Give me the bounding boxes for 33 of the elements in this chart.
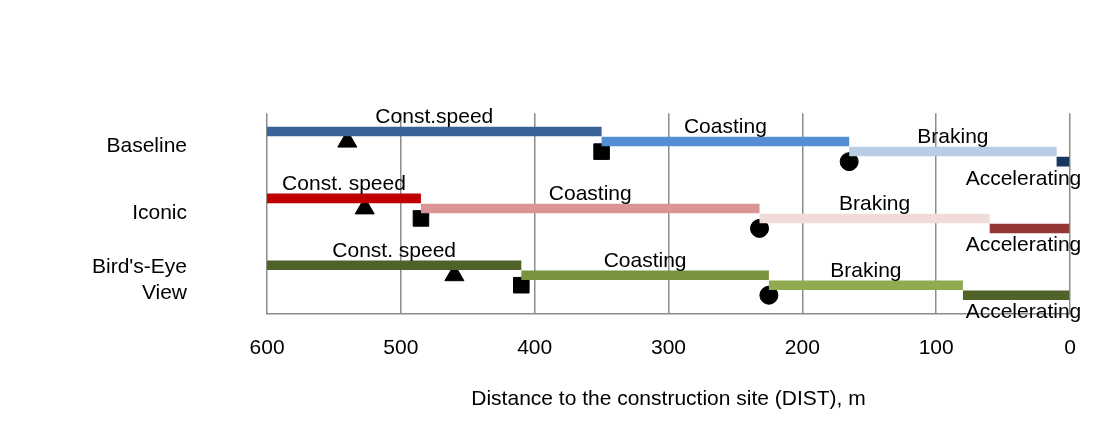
- bar: [267, 126, 602, 137]
- bar: [521, 270, 769, 280]
- x-tick-label: 100: [918, 335, 954, 358]
- x-tick-label: 0: [1064, 335, 1076, 358]
- data-label: Const. speed: [282, 170, 406, 194]
- data-label: Accelerating: [965, 299, 1082, 323]
- data-label: Braking: [839, 190, 911, 214]
- bar: [989, 223, 1070, 234]
- bar: [420, 203, 760, 214]
- x-axis-title: Distance to the construction site (DIST), m: [471, 386, 866, 410]
- data-label: Accelerating: [965, 165, 1082, 189]
- bar: [1056, 156, 1070, 167]
- x-tick-label: 300: [650, 335, 687, 358]
- x-tick-label: 500: [383, 335, 419, 358]
- bar: [759, 213, 990, 224]
- data-label: Coasting: [683, 114, 767, 138]
- bar: [768, 280, 963, 290]
- y-tick-label: Baseline: [106, 133, 188, 157]
- x-tick-label: 200: [784, 335, 820, 358]
- bar: [267, 193, 421, 204]
- data-label: Coasting: [603, 247, 687, 271]
- bar: [601, 136, 850, 147]
- data-label: Braking: [917, 124, 989, 148]
- bar: [849, 146, 1057, 157]
- data-label: Const. speed: [332, 237, 457, 261]
- x-tick-label: 400: [517, 335, 553, 358]
- data-label: Braking: [830, 257, 902, 281]
- y-tick-label: Iconic: [132, 200, 188, 224]
- data-label: Const.speed: [375, 104, 494, 128]
- y-tick-label: Bird's-Eye View: [91, 254, 188, 303]
- data-label: Accelerating: [965, 232, 1082, 256]
- x-tick-label: 600: [249, 335, 285, 358]
- data-label: Coasting: [548, 180, 632, 204]
